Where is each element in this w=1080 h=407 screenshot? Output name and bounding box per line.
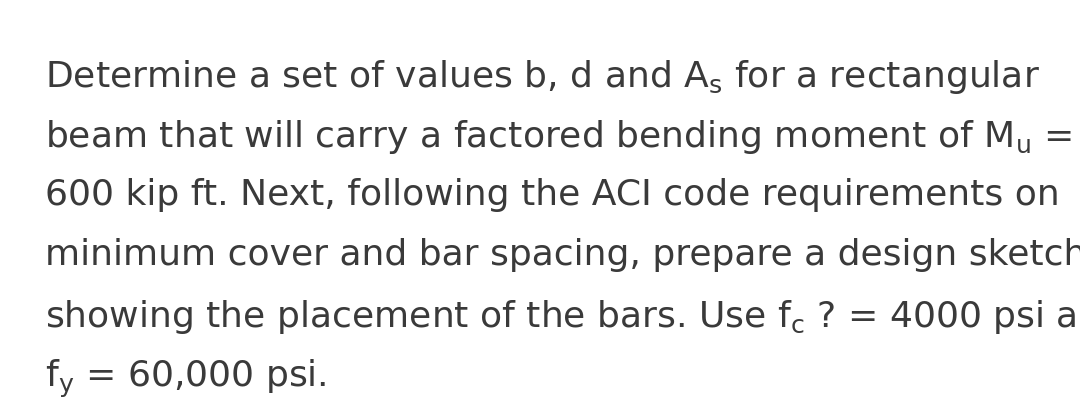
Text: showing the placement of the bars. Use $\mathregular{f_c}$ ? = 4000 psi and: showing the placement of the bars. Use $… bbox=[45, 298, 1080, 336]
Text: 600 kip ft. Next, following the ACI code requirements on: 600 kip ft. Next, following the ACI code… bbox=[45, 178, 1059, 212]
Text: $\mathregular{f_y}$ = 60,000 psi.: $\mathregular{f_y}$ = 60,000 psi. bbox=[45, 358, 326, 400]
Text: minimum cover and bar spacing, prepare a design sketch: minimum cover and bar spacing, prepare a… bbox=[45, 238, 1080, 272]
Text: Determine a set of values b, d and $\mathregular{A_s}$ for a rectangular: Determine a set of values b, d and $\mat… bbox=[45, 58, 1040, 96]
Text: beam that will carry a factored bending moment of $\mathregular{M_u}$ =: beam that will carry a factored bending … bbox=[45, 118, 1072, 156]
